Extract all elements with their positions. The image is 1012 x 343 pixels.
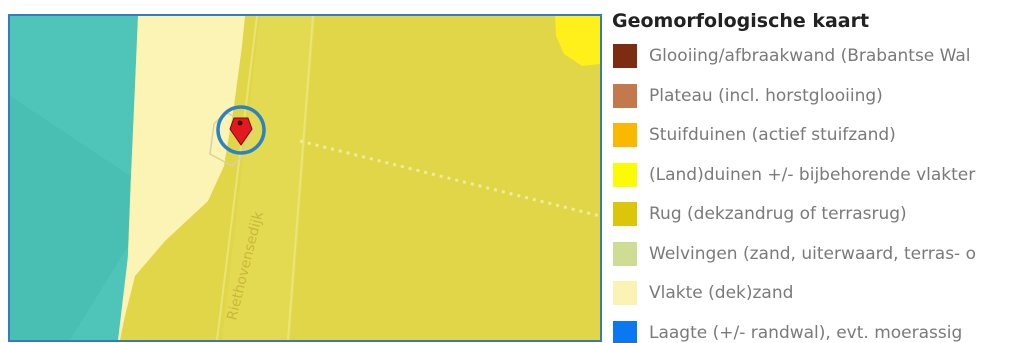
- road-band: [222, 16, 315, 340]
- road-edge: [216, 16, 258, 340]
- legend-label: Rug (dekzandrug of terrasrug): [649, 204, 907, 224]
- location-marker-icon[interactable]: [216, 105, 266, 155]
- legend-item: Welvingen (zand, uiterwaard, terras- o: [612, 234, 1012, 274]
- legend-swatch: [613, 44, 637, 68]
- legend-label: (Land)duinen +/- bijbehorende vlakter: [649, 164, 976, 185]
- legend-swatch: [613, 123, 637, 147]
- legend-item: Vlakte (dek)zand: [612, 273, 1012, 313]
- duinen-area: [555, 16, 600, 66]
- legend-item: (Land)duinen +/- bijbehorende vlakter: [612, 155, 1012, 195]
- road-edge: [287, 16, 314, 340]
- legend-item: Laagte (+/- randwal), evt. moerassig: [612, 313, 1012, 343]
- legend-title: Geomorfologische kaart: [612, 10, 870, 32]
- map-canvas[interactable]: Riethovensedijk: [10, 16, 600, 340]
- legend-item: Rug (dekzandrug of terrasrug): [612, 194, 1012, 234]
- legend-swatch: [613, 320, 637, 343]
- vlakte-area: [118, 16, 245, 340]
- legend-label: Stuifduinen (actief stuifzand): [649, 125, 896, 145]
- legend-item: Glooiing/afbraakwand (Brabantse Wal: [612, 36, 1012, 76]
- laagte-shade: [10, 96, 130, 340]
- legend-label: Vlakte (dek)zand: [649, 283, 794, 303]
- geomorphology-map[interactable]: Riethovensedijk: [8, 14, 602, 342]
- legend-swatch: [613, 241, 637, 266]
- map-legend: Geomorfologische kaart Glooiing/afbraakw…: [612, 6, 1012, 343]
- legend-item: Plateau (incl. horstglooiing): [612, 76, 1012, 116]
- legend-swatch: [613, 202, 637, 226]
- legend-label: Plateau (incl. horstglooiing): [649, 85, 883, 106]
- legend-item: Stuifduinen (actief stuifzand): [612, 115, 1012, 155]
- legend-swatch: [613, 162, 637, 187]
- boundary-line: [299, 139, 600, 218]
- legend-label: Laagte (+/- randwal), evt. moerassig: [649, 322, 963, 343]
- legend-label: Glooiing/afbraakwand (Brabantse Wal: [649, 46, 971, 66]
- legend-swatch: [613, 83, 637, 108]
- legend-label: Welvingen (zand, uiterwaard, terras- o: [649, 243, 976, 264]
- legend-items: Glooiing/afbraakwand (Brabantse Wal Plate…: [612, 36, 1012, 343]
- legend-swatch: [613, 281, 637, 305]
